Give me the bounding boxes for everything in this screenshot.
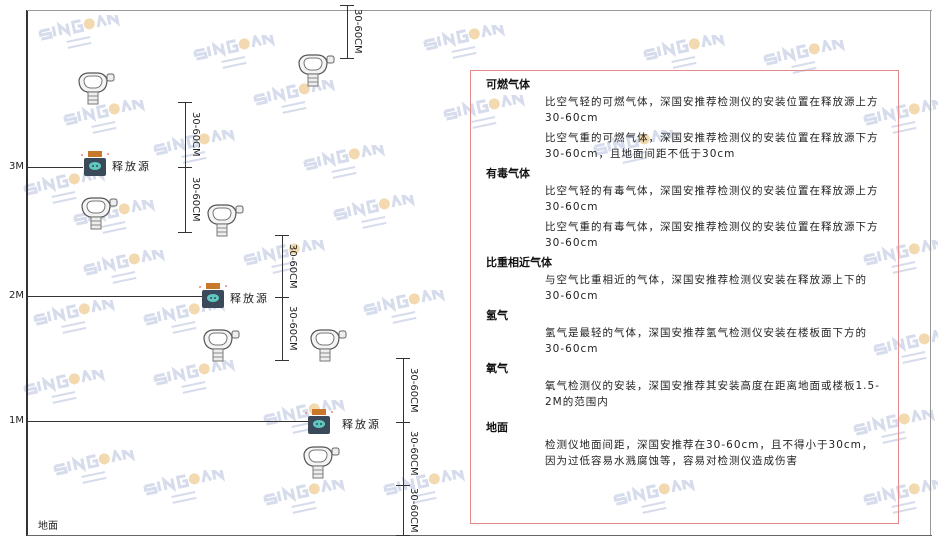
combustible-lighter: 比空气轻的可燃气体，深国安推荐检测仪的安装位置在释放源上方30-60cm: [545, 96, 879, 124]
gas-detector-icon: [81, 197, 118, 230]
dimension-tick: [340, 58, 354, 59]
watermark-logo: [243, 240, 326, 274]
dimension-tick: [396, 535, 410, 536]
watermark-logo: [263, 480, 346, 514]
ground-title: 地面: [486, 421, 508, 434]
dimension-line: [282, 297, 283, 360]
dimension-tick: [178, 167, 192, 168]
dimension-label: 30-60CM: [287, 243, 298, 289]
gas-detector-icon: [303, 446, 340, 479]
dimension-line: [185, 167, 186, 232]
gas-detector-icon: [78, 72, 115, 105]
floor-1m-label: 1M: [9, 415, 24, 426]
watermark-logo: [153, 360, 236, 394]
dimension-line: [403, 485, 404, 535]
toxic-title: 有毒气体: [486, 167, 530, 180]
gas-detector-icon: [298, 54, 335, 87]
similar-text: 与空气比重相近的气体，深国安推荐检测仪安装在释放源上下的30-60cm: [545, 274, 867, 302]
floor-2m-label: 2M: [9, 290, 24, 301]
release-source-label: 释放源: [342, 418, 381, 431]
watermark-logo: [383, 470, 466, 504]
floor-1m-line: [28, 421, 308, 422]
watermark-logo: [23, 370, 106, 404]
dimension-tick: [396, 485, 410, 486]
legend-box: 可燃气体 比空气轻的可燃气体，深国安推荐检测仪的安装位置在释放源上方30-60c…: [470, 70, 899, 524]
watermark-logo: [303, 145, 386, 179]
dimension-line: [347, 5, 348, 58]
toxic-lighter: 比空气轻的有毒气体，深国安推荐检测仪的安装位置在释放源上方30-60cm: [545, 185, 879, 213]
combustible-title: 可燃气体: [486, 78, 530, 91]
watermark-logo: [83, 250, 166, 284]
release-source-icon: [305, 409, 333, 434]
gas-detector-icon: [203, 329, 240, 362]
hydrogen-title: 氢气: [486, 309, 508, 322]
floor-3m-label: 3M: [9, 161, 24, 172]
dimension-tick: [275, 235, 289, 236]
dimension-tick: [275, 360, 289, 361]
release-source-label: 释放源: [230, 292, 269, 305]
combustible-heavier: 比空气重的可燃气体，深国安推荐检测仪的安装位置在释放源下方30-60cm，且地面…: [545, 132, 879, 160]
wall-line: [26, 10, 28, 536]
release-source-icon: [81, 151, 109, 176]
gas-detector-icon: [310, 329, 347, 362]
floor-2m-line: [28, 296, 203, 297]
oxygen-title: 氧气: [486, 362, 508, 375]
dimension-label: 30-60CM: [190, 177, 201, 222]
dimension-tick: [275, 297, 289, 298]
dimension-line: [403, 358, 404, 422]
watermark-logo: [333, 195, 416, 229]
dimension-label: 30-60CM: [287, 306, 298, 351]
dimension-label: 30-60CM: [408, 431, 419, 476]
watermark-logo: [38, 15, 121, 49]
oxygen-text: 氧气检测仪的安装，深国安推荐其安装高度在距离地面或楼板1.5-2M的范围内: [545, 380, 880, 408]
ground-text: 检测仪地面间距，深国安推荐在30-60cm，且不得小于30cm，因为过低容易水溅…: [545, 439, 874, 467]
gas-detector-icon: [207, 204, 244, 237]
watermark-logo: [33, 300, 116, 334]
ceiling-line: [27, 10, 932, 11]
watermark-logo: [643, 35, 726, 69]
release-source-icon: [199, 283, 227, 308]
watermark-logo: [363, 290, 446, 324]
ground-line: [27, 535, 932, 536]
ground-label: 地面: [38, 521, 58, 532]
dimension-tick: [396, 422, 410, 423]
dimension-line: [282, 235, 283, 297]
dimension-tick: [178, 102, 192, 103]
dimension-line: [185, 102, 186, 167]
watermark-logo: [193, 35, 276, 69]
toxic-heavier: 比空气重的有毒气体，深国安推荐检测仪的安装位置在释放源下方30-60cm: [545, 221, 879, 249]
dimension-label: 30-60CM: [190, 112, 201, 157]
dimension-label: 30-60CM: [408, 367, 419, 413]
watermark-logo: [423, 25, 506, 59]
dimension-line: [403, 422, 404, 485]
hydrogen-text: 氢气是最轻的气体，深国安推荐氢气检测仪安装在楼板面下方的30-60cm: [545, 327, 867, 355]
watermark-logo: [143, 470, 226, 504]
watermark-logo: [53, 450, 136, 484]
floor-3m-line: [28, 167, 83, 168]
dimension-tick: [178, 232, 192, 233]
dimension-label: 30-60CM: [408, 487, 419, 533]
release-source-label: 释放源: [112, 160, 151, 173]
dimension-tick: [340, 5, 354, 6]
dimension-tick: [396, 358, 410, 359]
dimension-label: 30-60CM: [352, 9, 363, 54]
similar-title: 比重相近气体: [486, 256, 552, 269]
right-border: [930, 10, 931, 536]
